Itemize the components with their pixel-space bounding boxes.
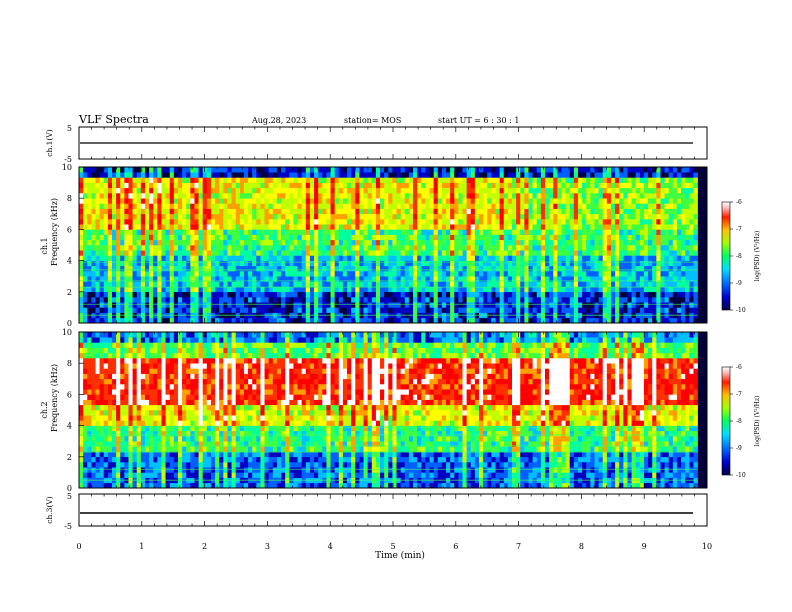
station-label: station= MOS: [344, 116, 401, 125]
y-tick-label: 4: [67, 422, 72, 431]
spectrogram-ch2-panel: 0 2 4 6 8 10 ch.2 Frequency (kHz): [40, 328, 708, 493]
y-tick-label: 2: [67, 288, 72, 297]
x-tick-label: 8: [579, 542, 584, 551]
spectrogram-ch1-panel: 0 2 4 6 8 10 ch.1 Frequency (kHz): [40, 163, 708, 328]
waveform-ch3-ytick-bottom: -5: [64, 522, 72, 531]
colorbar-tick-label: -6: [736, 364, 742, 371]
spectrogram-ch2-image: [79, 332, 698, 488]
x-tick-label: 2: [202, 542, 207, 551]
y-tick-label: 8: [67, 194, 72, 203]
waveform-ch1-ytick-top: 5: [67, 124, 72, 133]
colorbar-tick-label: -9: [736, 280, 742, 287]
figure-title: VLF Spectra: [78, 113, 149, 126]
colorbar-tick-label: -10: [736, 307, 746, 314]
y-tick-label: 6: [67, 390, 72, 399]
waveform-ch3-panel: 5 -5 ch.3(V): [45, 492, 708, 531]
y-tick-label: 0: [67, 484, 72, 493]
waveform-ch3-ytick-top: 5: [67, 492, 72, 501]
x-tick-label: 9: [642, 542, 647, 551]
x-tick-label: 1: [139, 542, 144, 551]
x-tick-label: 7: [516, 542, 521, 551]
y-tick-label: 6: [67, 225, 72, 234]
x-axis: 0 1 2 3 4 5 6 7 8 9 10: [76, 127, 712, 551]
y-tick-label: 2: [67, 453, 72, 462]
y-tick-label: 8: [67, 359, 72, 368]
waveform-ch1-ytick-bottom: -5: [64, 155, 72, 164]
colorbar-tick-label: -9: [736, 445, 742, 452]
spectrogram-ch2-ylabel: Frequency (kHz): [50, 364, 59, 432]
x-axis-label: Time (min): [375, 550, 425, 561]
x-tick-label: 3: [265, 542, 270, 551]
y-tick-label: 0: [67, 319, 72, 328]
x-tick-label: 0: [76, 542, 81, 551]
spectrogram-ch2-ylabel-channel: ch.2: [40, 401, 49, 418]
y-tick-label: 4: [67, 257, 72, 266]
colorbar-tick-label: -7: [736, 226, 742, 233]
waveform-ch3-ylabel: ch.3(V): [45, 496, 54, 524]
y-tick-label: 10: [62, 163, 72, 172]
waveform-ch1-ylabel: ch.1(V): [45, 129, 54, 157]
colorbar-ch1: -6 -7 -8 -9 -10 log(PSD) (V²/Hz): [721, 199, 761, 314]
y-tick-label: 10: [62, 328, 72, 337]
spectrogram-ch1-ylabel: Frequency (kHz): [50, 198, 59, 266]
colorbar-tick-label: -6: [736, 199, 742, 206]
colorbar-tick-label: -7: [736, 391, 742, 398]
colorbar-ch1-label: log(PSD) (V²/Hz): [754, 231, 761, 282]
x-tick-label: 6: [453, 542, 458, 551]
colorbar-ch2: -6 -7 -8 -9 -10 log(PSD) (V²/Hz): [721, 364, 761, 479]
colorbar-ch2-label: log(PSD) (V²/Hz): [754, 396, 761, 447]
spectrogram-ch1-ylabel-channel: ch.1: [40, 237, 49, 254]
colorbar-tick-label: -10: [736, 472, 746, 479]
start-time-label: start UT = 6 : 30 : 1: [438, 116, 519, 125]
colorbar-tick-label: -8: [736, 253, 742, 260]
date-label: Aug.28, 2023: [251, 116, 306, 125]
x-tick-label: 10: [702, 542, 712, 551]
waveform-ch1-panel: 5 -5 ch.1(V): [45, 124, 708, 164]
x-tick-label: 4: [328, 542, 333, 551]
spectrogram-ch1-image: [79, 167, 698, 323]
x-tick-label: 5: [390, 542, 395, 551]
colorbar-tick-label: -8: [736, 418, 742, 425]
